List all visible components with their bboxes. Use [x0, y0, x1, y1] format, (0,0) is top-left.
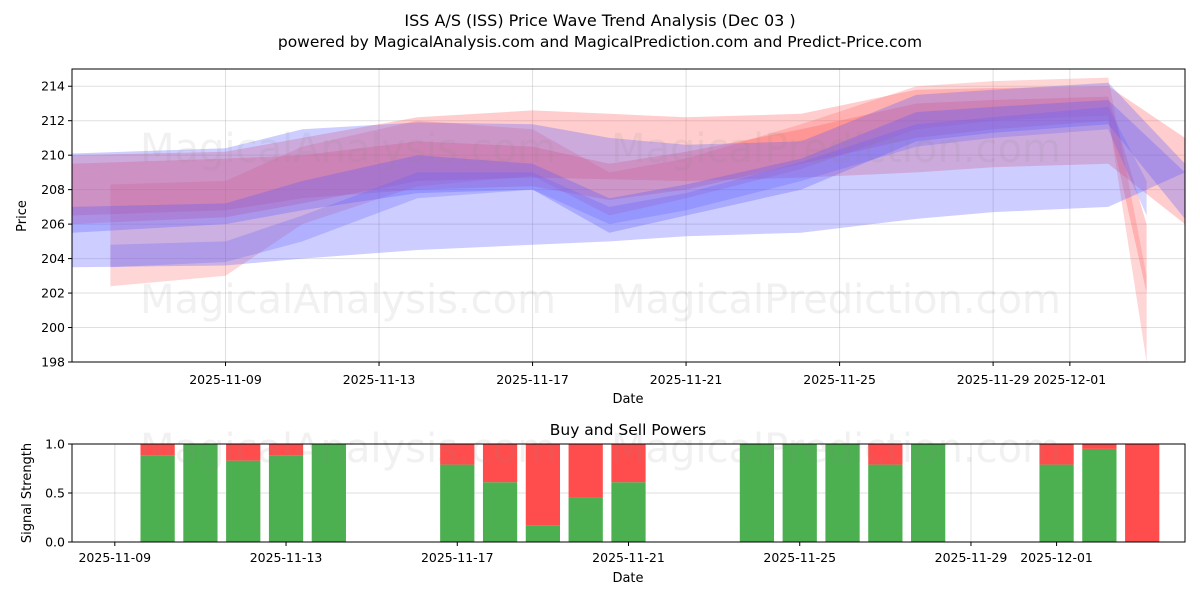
buy-power-bar — [140, 455, 175, 542]
price-y-tick-label: 208 — [41, 182, 65, 197]
price-x-ticks: 2025-11-09 2025-11-13 2025-11-17 2025-11-21… — [189, 362, 1106, 387]
price-y-tick-label: 212 — [41, 113, 65, 128]
price-y-tick-label: 198 — [41, 355, 65, 370]
watermark-mid-right: MagicalPrediction.com — [611, 277, 1061, 323]
price-wave-chart: MagicalAnalysis.com MagicalPrediction.co… — [15, 68, 1186, 407]
price-x-tick-label: 2025-11-13 — [343, 372, 416, 387]
signal-x-tick-label: 2025-11-13 — [250, 550, 323, 565]
price-y-axis-label: Price — [15, 200, 30, 232]
buy-power-bar — [311, 444, 346, 542]
sell-power-bar — [868, 444, 903, 465]
watermark-bottom-left: MagicalAnalysis.com — [140, 426, 556, 472]
signal-x-axis-label: Date — [612, 571, 643, 586]
buy-power-bar — [268, 455, 304, 542]
price-y-tick-label: 204 — [41, 251, 65, 266]
buy-power-bar — [911, 444, 946, 542]
buy-power-bar — [1039, 464, 1074, 542]
signal-y-ticks: 0.0 0.5 1.0 — [45, 437, 72, 550]
sell-power-bar — [1125, 444, 1160, 542]
buy-power-bar — [568, 497, 603, 542]
signal-x-tick-label: 2025-11-25 — [763, 550, 836, 565]
sell-power-bar — [1039, 444, 1074, 465]
wave-band-upper-wave-2 — [72, 96, 1147, 294]
sell-power-bar — [1082, 444, 1117, 449]
chart-subtitle: powered by MagicalAnalysis.com and Magic… — [278, 33, 922, 51]
signal-strength-chart: Buy and Sell Powers MagicalAnalysis.com … — [20, 421, 1186, 586]
sell-power-bar — [568, 444, 603, 498]
price-y-ticks: 198 200 202 204 206 208 210 212 214 — [41, 79, 72, 370]
sell-power-bar — [140, 444, 175, 456]
signal-bars — [140, 444, 1160, 542]
price-y-tick-label: 200 — [41, 320, 65, 335]
wave-band-lower-wave-2 — [72, 100, 1185, 233]
buy-power-bar — [183, 444, 218, 542]
price-grid — [72, 69, 1185, 363]
price-wave-bands — [72, 77, 1185, 362]
price-plot-frame — [71, 68, 1186, 363]
price-x-tick-label: 2025-11-29 — [957, 372, 1030, 387]
wave-band-lower-wave-3 — [110, 106, 1147, 268]
signal-x-ticks: 2025-11-09 2025-11-13 2025-11-17 2025-11-21… — [78, 542, 1093, 565]
buy-power-bar — [611, 482, 646, 542]
price-y-tick-label: 210 — [41, 148, 65, 163]
price-x-tick-label: 2025-11-09 — [189, 372, 262, 387]
sell-power-bar — [268, 444, 304, 456]
watermark-mid-left: MagicalAnalysis.com — [140, 277, 556, 323]
wave-band-upper-wave-3 — [110, 77, 1147, 362]
watermark-bottom-right: MagicalPrediction.com — [611, 426, 1061, 472]
price-y-tick-label: 202 — [41, 286, 65, 301]
buy-power-bar — [868, 464, 903, 542]
buy-power-bar — [1082, 448, 1117, 542]
signal-x-tick-label: 2025-11-17 — [421, 550, 494, 565]
watermark-top-right: MagicalPrediction.com — [611, 126, 1061, 172]
signal-x-tick-label: 2025-11-29 — [935, 550, 1008, 565]
sell-power-bar — [226, 444, 261, 461]
sell-power-bar — [440, 444, 475, 465]
signal-x-tick-label: 2025-11-09 — [78, 550, 151, 565]
buy-power-bar — [739, 444, 775, 542]
watermark-top-left: MagicalAnalysis.com — [140, 126, 556, 172]
buy-power-bar — [525, 525, 561, 542]
chart-title: ISS A/S (ISS) Price Wave Trend Analysis … — [404, 11, 795, 30]
signal-x-tick-label: 2025-11-21 — [592, 550, 665, 565]
signal-y-tick-label: 0.0 — [45, 535, 65, 550]
price-x-axis-label: Date — [612, 392, 643, 407]
signal-x-tick-label: 2025-12-01 — [1020, 550, 1093, 565]
buy-power-bar — [782, 444, 817, 542]
wave-band-upper-wave-1 — [72, 86, 1185, 225]
price-y-tick-label: 214 — [41, 79, 65, 94]
signal-y-tick-label: 0.5 — [45, 486, 65, 501]
price-y-tick-label: 206 — [41, 217, 65, 232]
price-x-tick-label: 2025-11-17 — [496, 372, 569, 387]
price-x-tick-label: 2025-11-21 — [650, 372, 723, 387]
price-x-tick-label: 2025-11-25 — [803, 372, 876, 387]
price-x-tick-label: 2025-12-01 — [1034, 372, 1107, 387]
signal-chart-title: Buy and Sell Powers — [550, 421, 707, 439]
signal-y-tick-label: 1.0 — [45, 437, 65, 452]
signal-y-axis-label: Signal Strength — [20, 443, 35, 543]
buy-power-bar — [825, 444, 860, 542]
sell-power-bar — [611, 444, 646, 483]
sell-power-bar — [482, 444, 518, 483]
buy-power-bar — [482, 482, 518, 542]
buy-power-bar — [226, 460, 261, 542]
wave-band-lower-wave-1 — [72, 82, 1185, 268]
sell-power-bar — [525, 444, 561, 526]
buy-power-bar — [440, 464, 475, 542]
